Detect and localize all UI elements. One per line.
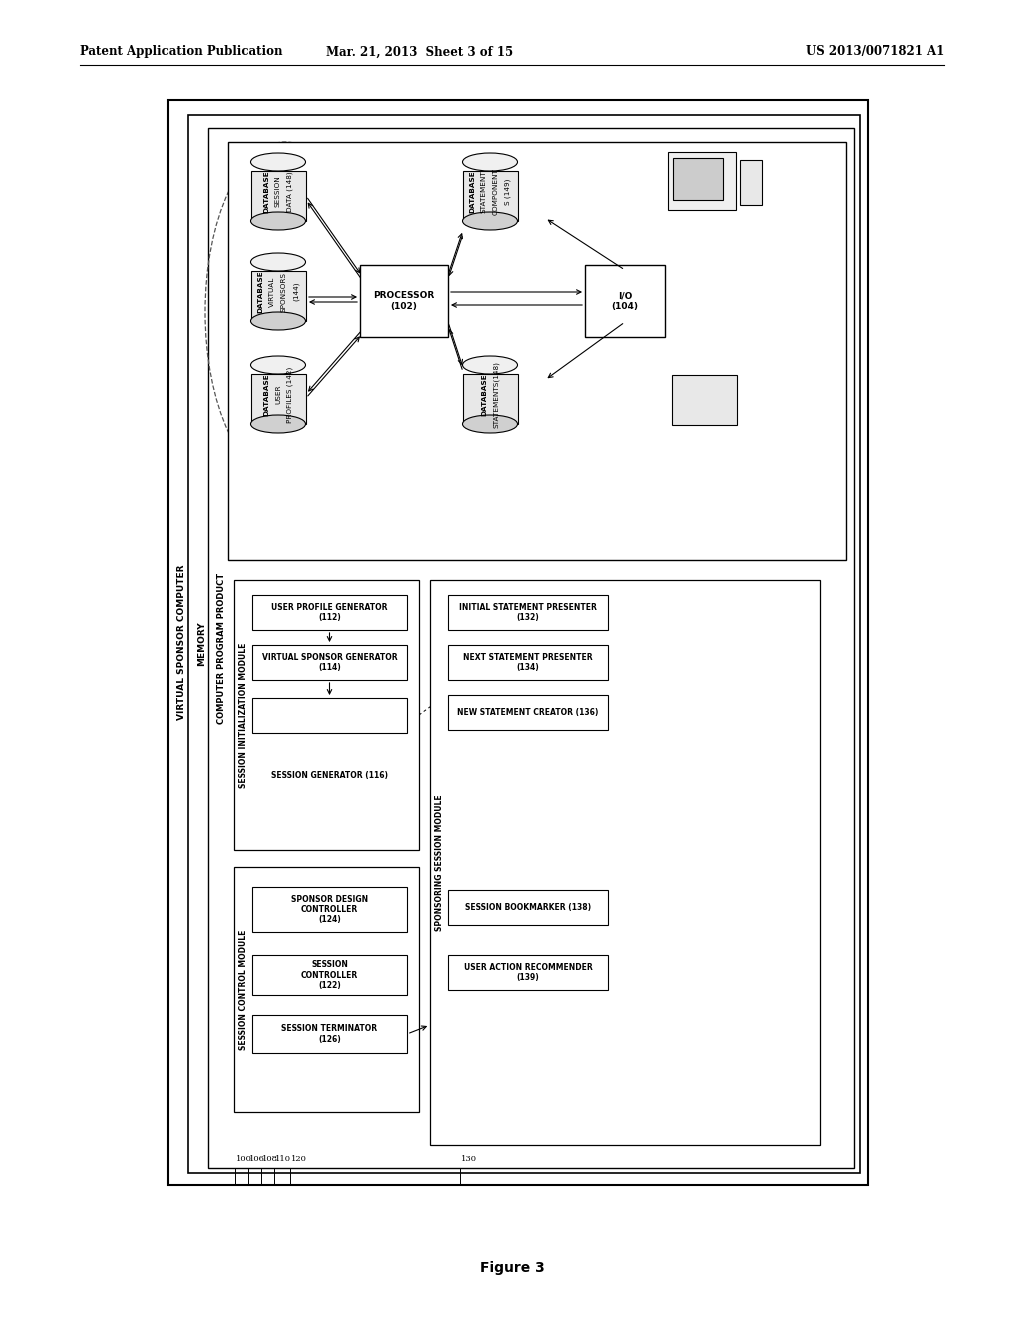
Text: 120: 120	[291, 1155, 307, 1163]
Bar	[251, 172, 305, 220]
FancyBboxPatch shape	[252, 954, 407, 995]
Text: MEMORY: MEMORY	[198, 622, 207, 667]
Text: 100: 100	[236, 1155, 252, 1163]
Text: 184: 184	[762, 215, 780, 224]
Text: Figure 3: Figure 3	[479, 1261, 545, 1275]
Text: PROFILES (142): PROFILES (142)	[287, 367, 293, 422]
FancyBboxPatch shape	[740, 160, 762, 205]
Text: US 2013/0071821 A1: US 2013/0071821 A1	[806, 45, 944, 58]
FancyBboxPatch shape	[188, 115, 860, 1173]
Text: DATABASE: DATABASE	[469, 170, 475, 213]
FancyBboxPatch shape	[673, 158, 723, 201]
FancyBboxPatch shape	[252, 595, 407, 630]
FancyBboxPatch shape	[360, 265, 449, 337]
Text: SESSION
CONTROLLER
(122): SESSION CONTROLLER (122)	[301, 960, 358, 990]
Text: (144): (144)	[293, 281, 299, 301]
Bar	[251, 271, 305, 321]
FancyBboxPatch shape	[668, 152, 736, 210]
FancyBboxPatch shape	[449, 954, 608, 990]
Ellipse shape	[251, 253, 305, 271]
FancyBboxPatch shape	[252, 887, 407, 932]
FancyBboxPatch shape	[252, 1015, 407, 1053]
Text: DATABASE: DATABASE	[263, 374, 269, 416]
Ellipse shape	[463, 356, 517, 374]
Text: 182: 182	[762, 290, 780, 300]
FancyBboxPatch shape	[234, 579, 419, 850]
Ellipse shape	[251, 153, 305, 172]
FancyBboxPatch shape	[228, 143, 846, 560]
Text: USER: USER	[275, 384, 281, 404]
Text: DATABASE: DATABASE	[481, 374, 487, 416]
Text: 110: 110	[275, 1155, 291, 1163]
Text: 130: 130	[461, 1155, 477, 1163]
Text: COMPONENT: COMPONENT	[493, 168, 499, 215]
FancyBboxPatch shape	[585, 265, 665, 337]
Bar	[463, 374, 517, 424]
Ellipse shape	[251, 414, 305, 433]
FancyBboxPatch shape	[449, 595, 608, 630]
Text: SESSION INITIALIZATION MODULE: SESSION INITIALIZATION MODULE	[240, 643, 249, 788]
Text: VIRTUAL: VIRTUAL	[269, 276, 275, 306]
Ellipse shape	[251, 356, 305, 374]
Text: PROCESSOR
(102): PROCESSOR (102)	[374, 292, 434, 310]
Text: Patent Application Publication: Patent Application Publication	[80, 45, 283, 58]
Ellipse shape	[463, 213, 517, 230]
Text: SESSION CONTROL MODULE: SESSION CONTROL MODULE	[240, 929, 249, 1049]
Text: SESSION TERMINATOR
(126): SESSION TERMINATOR (126)	[282, 1024, 378, 1044]
Text: NEW STATEMENT CREATOR (136): NEW STATEMENT CREATOR (136)	[458, 708, 599, 717]
Text: DATABASE: DATABASE	[257, 271, 263, 313]
Text: 106: 106	[249, 1155, 265, 1163]
Ellipse shape	[251, 213, 305, 230]
Text: VIRTUAL SPONSOR GENERATOR
(114): VIRTUAL SPONSOR GENERATOR (114)	[262, 653, 397, 672]
Text: Mar. 21, 2013  Sheet 3 of 15: Mar. 21, 2013 Sheet 3 of 15	[327, 45, 514, 58]
Text: NEXT STATEMENT PRESENTER
(134): NEXT STATEMENT PRESENTER (134)	[463, 653, 593, 672]
Bar	[463, 172, 517, 220]
Text: 108: 108	[262, 1155, 278, 1163]
Text: STATEMENTS(148): STATEMENTS(148)	[493, 362, 500, 428]
Text: VIRTUAL SPONSOR COMPUTER: VIRTUAL SPONSOR COMPUTER	[177, 565, 186, 721]
Ellipse shape	[251, 312, 305, 330]
Text: SPONSOR DESIGN
CONTROLLER
(124): SPONSOR DESIGN CONTROLLER (124)	[291, 895, 368, 924]
FancyBboxPatch shape	[449, 890, 608, 925]
FancyBboxPatch shape	[449, 696, 608, 730]
Ellipse shape	[463, 414, 517, 433]
Text: DATABASE: DATABASE	[263, 170, 269, 213]
Text: USER ACTION RECOMMENDER
(139): USER ACTION RECOMMENDER (139)	[464, 962, 592, 982]
FancyBboxPatch shape	[252, 698, 407, 733]
FancyBboxPatch shape	[252, 645, 407, 680]
Text: S (149): S (149)	[505, 178, 511, 205]
Text: COMPUTER PROGRAM PRODUCT: COMPUTER PROGRAM PRODUCT	[217, 573, 226, 723]
Text: STATEMENT: STATEMENT	[481, 170, 487, 213]
Ellipse shape	[463, 153, 517, 172]
Text: 150: 150	[762, 421, 780, 429]
Bar	[251, 374, 305, 424]
FancyBboxPatch shape	[168, 100, 868, 1185]
Text: DATA (148): DATA (148)	[287, 172, 293, 211]
FancyBboxPatch shape	[672, 375, 737, 425]
FancyBboxPatch shape	[430, 579, 820, 1144]
FancyBboxPatch shape	[208, 128, 854, 1168]
Text: SESSION: SESSION	[275, 176, 281, 207]
Text: SESSION GENERATOR (116): SESSION GENERATOR (116)	[271, 771, 388, 780]
Text: SPONSORS: SPONSORS	[281, 272, 287, 312]
FancyBboxPatch shape	[449, 645, 608, 680]
Text: USER PROFILE GENERATOR
(112): USER PROFILE GENERATOR (112)	[271, 603, 388, 622]
Text: SPONSORING SESSION MODULE: SPONSORING SESSION MODULE	[435, 795, 444, 931]
Text: SESSION BOOKMARKER (138): SESSION BOOKMARKER (138)	[465, 903, 591, 912]
Text: INITIAL STATEMENT PRESENTER
(132): INITIAL STATEMENT PRESENTER (132)	[459, 603, 597, 622]
FancyBboxPatch shape	[234, 867, 419, 1111]
Text: I/O
(104): I/O (104)	[611, 292, 639, 310]
